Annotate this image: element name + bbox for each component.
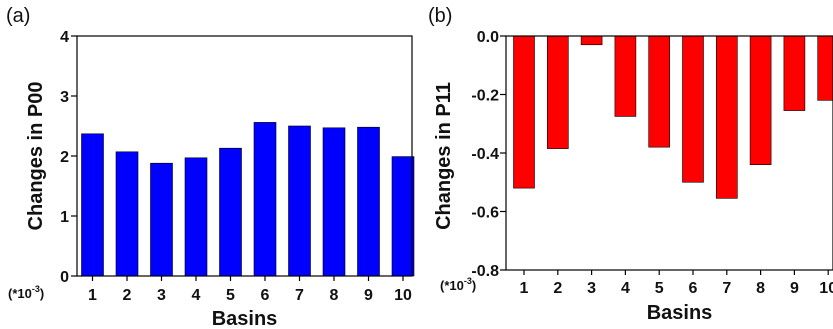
y-tick-label: -0.6 xyxy=(471,205,499,222)
y-tick-label: 3 xyxy=(60,89,69,106)
bar xyxy=(546,35,569,149)
y-axis-title: Changes in P00 xyxy=(25,82,47,231)
bar xyxy=(817,35,833,101)
bar xyxy=(749,35,772,165)
bar xyxy=(150,162,173,277)
x-tick-label: 5 xyxy=(226,287,235,304)
unit-note: (*10-3) xyxy=(8,284,44,301)
x-tick-label: 1 xyxy=(520,280,529,297)
bar xyxy=(580,35,603,46)
bar xyxy=(253,122,277,277)
x-tick-label: 8 xyxy=(756,280,765,297)
x-tick-label: 3 xyxy=(587,280,596,297)
x-axis-title: Basins xyxy=(647,302,713,324)
bar xyxy=(322,127,346,277)
bar xyxy=(391,156,415,277)
x-tick-label: 2 xyxy=(123,287,132,304)
y-tick-label: 0 xyxy=(60,269,69,286)
x-tick-label: 5 xyxy=(655,280,664,297)
bar xyxy=(715,35,738,199)
bar xyxy=(288,125,311,277)
y-tick-label: 4 xyxy=(60,29,69,46)
x-tick-label: 6 xyxy=(689,280,698,297)
bar xyxy=(513,35,535,189)
x-tick-label: 3 xyxy=(157,287,166,304)
y-tick-label: -0.4 xyxy=(471,146,499,163)
bar xyxy=(81,133,104,277)
x-tick-label: 4 xyxy=(621,280,630,297)
bar xyxy=(682,35,704,183)
x-tick-label: 4 xyxy=(192,287,201,304)
x-tick-label: 2 xyxy=(553,280,562,297)
y-tick-label: 2 xyxy=(60,149,69,166)
bar xyxy=(115,151,139,277)
x-tick-label: 10 xyxy=(394,287,412,304)
bar xyxy=(648,35,671,148)
panel-b: (b) 0.0 -0.2 -0.4 -0.6 -0.8 1 2 3 4 5 6 7 8 9 10 Basins C… xyxy=(428,5,833,324)
unit-note: (*10-3) xyxy=(440,276,476,293)
panel-label: (b) xyxy=(428,5,452,27)
panel-label: (a) xyxy=(6,5,30,27)
x-tick-label: 7 xyxy=(295,287,304,304)
x-tick-label: 7 xyxy=(722,280,731,297)
bar xyxy=(357,126,380,277)
y-tick-label: -0.2 xyxy=(471,88,499,105)
x-tick-label: 10 xyxy=(819,280,833,297)
x-tick-label: 9 xyxy=(364,287,373,304)
panel-a: (a) 0 1 2 3 4 1 2 3 4 5 6 7 8 9 10 Basins Changes in P00 (… xyxy=(6,5,415,329)
x-tick-label: 1 xyxy=(88,287,97,304)
bar xyxy=(614,35,637,117)
y-tick-label: -0.8 xyxy=(471,263,499,280)
x-tick-label: 6 xyxy=(261,287,270,304)
x-tick-label: 8 xyxy=(330,287,339,304)
x-tick-label: 9 xyxy=(790,280,799,297)
bar xyxy=(219,147,242,277)
y-tick-label: 1 xyxy=(60,209,69,226)
y-axis-title: Changes in P11 xyxy=(433,82,455,230)
y-tick-label: 0.0 xyxy=(477,29,499,46)
bar xyxy=(184,157,208,277)
x-axis-title: Basins xyxy=(212,308,278,329)
bar xyxy=(783,35,806,111)
